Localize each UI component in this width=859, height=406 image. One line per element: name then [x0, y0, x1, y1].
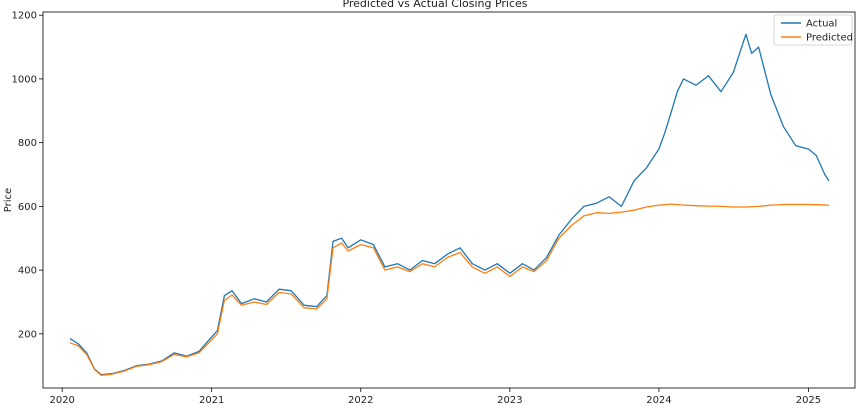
x-tick-label: 2024 — [646, 395, 671, 406]
x-tick-label: 2021 — [199, 395, 224, 406]
legend: Actual Predicted — [773, 14, 853, 46]
y-axis-label: Price — [3, 188, 14, 212]
x-tick-label: 2025 — [796, 395, 821, 406]
series-group — [69, 33, 830, 376]
legend-label-actual: Actual — [806, 19, 837, 30]
y-tick-label: 1200 — [12, 11, 37, 22]
y-tick-label: 400 — [18, 266, 37, 277]
legend-label-predicted: Predicted — [806, 33, 853, 44]
y-tick-label: 200 — [18, 329, 37, 340]
chart-title: Predicted vs Actual Closing Prices — [342, 0, 527, 10]
series-line-predicted — [69, 203, 829, 376]
x-tick-label: 2023 — [497, 395, 522, 406]
axes-group: 200 400 600 800 1000 1200 2020 2021 2022 2023 2024… — [12, 11, 822, 406]
x-tick-label: 2022 — [348, 395, 373, 406]
y-tick-label: 800 — [18, 138, 37, 149]
plot-area-frame — [42, 11, 856, 389]
y-tick-label: 1000 — [12, 74, 37, 85]
x-tick-label: 2020 — [49, 395, 74, 406]
y-tick-label: 600 — [18, 202, 37, 213]
series-line-actual — [69, 33, 830, 376]
